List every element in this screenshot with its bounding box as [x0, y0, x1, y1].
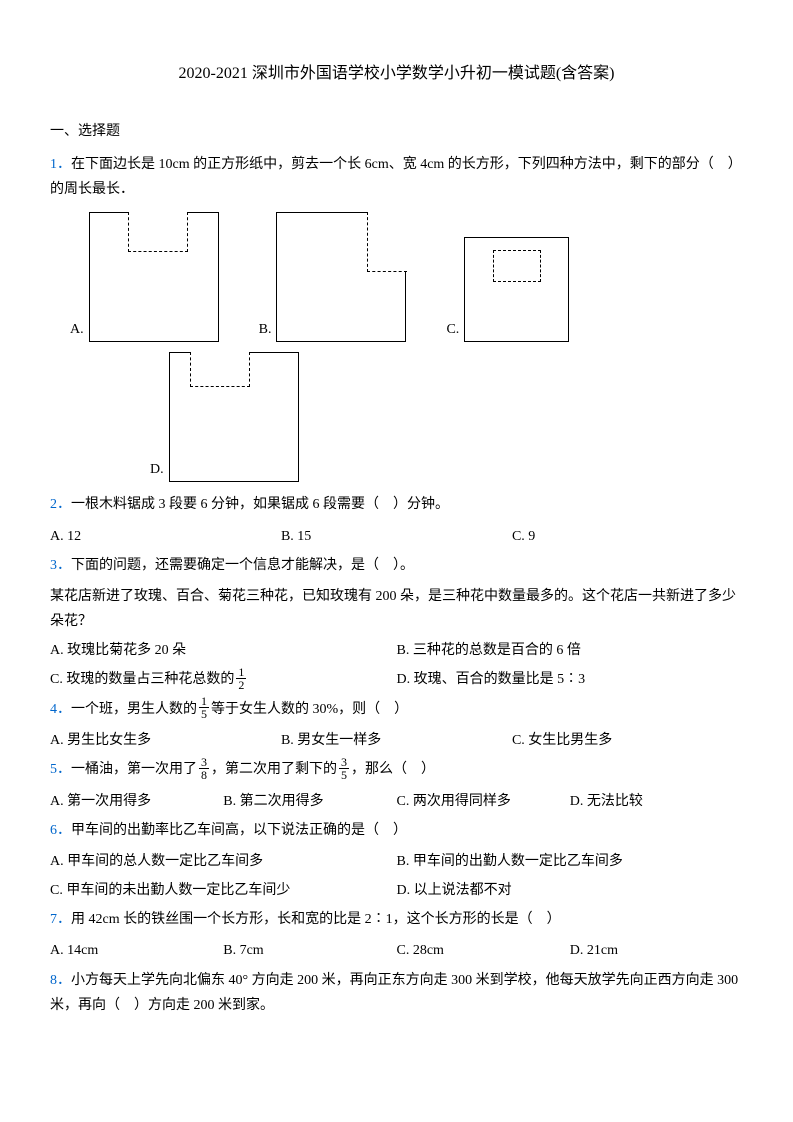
question-8: 8．小方每天上学先向北偏东 40° 方向走 200 米，再向正东方向走 300 …: [50, 968, 743, 1018]
figure-c-box: [464, 237, 569, 342]
figure-b-box: [276, 212, 406, 342]
q5-fraction1: 38: [199, 756, 209, 781]
q3-opt-b: B. 三种花的总数是百合的 6 倍: [397, 638, 744, 663]
q5-text-mid: ，第二次用了剩下的: [211, 762, 337, 777]
q3-text: 下面的问题，还需要确定一个信息才能解决，是（ ）。: [71, 558, 414, 573]
figure-d-cut: [190, 352, 250, 387]
q3-frac-den: 2: [236, 679, 246, 691]
question-4: 4．一个班，男生人数的15等于女生人数的 30%，则（ ）: [50, 697, 743, 722]
q2-text: 一根木料锯成 3 段要 6 分钟，如果锯成 6 段需要（ ）分钟。: [71, 497, 449, 512]
q4-options: A. 男生比女生多 B. 男女生一样多 C. 女生比男生多: [50, 728, 743, 753]
q7-opt-a: A. 14cm: [50, 938, 223, 963]
q6-opt-a: A. 甲车间的总人数一定比乙车间多: [50, 849, 397, 874]
q5-text-suffix: ，那么（ ）: [351, 762, 435, 777]
q3-opt-c-prefix: C. 玫瑰的数量占三种花总数的: [50, 672, 234, 687]
q5-opt-b: B. 第二次用得多: [223, 789, 396, 814]
q7-opt-c: C. 28cm: [397, 938, 570, 963]
q6-options-row1: A. 甲车间的总人数一定比乙车间多 B. 甲车间的出勤人数一定比乙车间多: [50, 849, 743, 874]
figure-b-label: B.: [259, 317, 272, 342]
section-heading-1: 一、选择题: [50, 119, 743, 144]
q1-number: 1．: [50, 157, 71, 172]
q1-figures-row2: D.: [150, 352, 743, 482]
q2-opt-a: A. 12: [50, 524, 281, 549]
question-3: 3．下面的问题，还需要确定一个信息才能解决，是（ ）。: [50, 553, 743, 578]
q5-options: A. 第一次用得多 B. 第二次用得多 C. 两次用得同样多 D. 无法比较: [50, 789, 743, 814]
q8-number: 8．: [50, 973, 71, 988]
q7-number: 7．: [50, 912, 71, 927]
q6-opt-c: C. 甲车间的未出勤人数一定比乙车间少: [50, 878, 397, 903]
question-1: 1．在下面边长是 10cm 的正方形纸中，剪去一个长 6cm、宽 4cm 的长方…: [50, 152, 743, 202]
figure-c-label: C.: [446, 317, 459, 342]
q4-text-prefix: 一个班，男生人数的: [71, 702, 197, 717]
q3-options-row1: A. 玫瑰比菊花多 20 朵 B. 三种花的总数是百合的 6 倍: [50, 638, 743, 663]
q5-frac2-num: 3: [339, 756, 349, 769]
figure-a-cut: [128, 212, 188, 252]
q2-opt-b: B. 15: [281, 524, 512, 549]
page-title: 2020-2021 深圳市外国语学校小学数学小升初一模试题(含答案): [50, 60, 743, 89]
q5-text-prefix: 一桶油，第一次用了: [71, 762, 197, 777]
figure-a-label: A.: [70, 317, 84, 342]
q5-number: 5．: [50, 762, 71, 777]
q3-context: 某花店新进了玫瑰、百合、菊花三种花，已知玫瑰有 200 朵，是三种花中数量最多的…: [50, 584, 743, 634]
q7-opt-d: D. 21cm: [570, 938, 743, 963]
q6-options-row2: C. 甲车间的未出勤人数一定比乙车间少 D. 以上说法都不对: [50, 878, 743, 903]
q3-opt-a: A. 玫瑰比菊花多 20 朵: [50, 638, 397, 663]
q3-opt-d: D. 玫瑰、百合的数量比是 5∶3: [397, 667, 744, 692]
q3-number: 3．: [50, 558, 71, 573]
question-7: 7．用 42cm 长的铁丝围一个长方形，长和宽的比是 2∶1，这个长方形的长是（…: [50, 907, 743, 932]
figure-b-cut: [367, 212, 407, 272]
q5-opt-c: C. 两次用得同样多: [397, 789, 570, 814]
q4-frac-den: 5: [199, 708, 209, 720]
q2-number: 2．: [50, 497, 71, 512]
q5-opt-d: D. 无法比较: [570, 789, 743, 814]
question-2: 2．一根木料锯成 3 段要 6 分钟，如果锯成 6 段需要（ ）分钟。: [50, 492, 743, 517]
figure-a-item: A.: [70, 212, 219, 342]
q6-opt-b: B. 甲车间的出勤人数一定比乙车间多: [397, 849, 744, 874]
q4-opt-a: A. 男生比女生多: [50, 728, 281, 753]
q4-fraction: 15: [199, 695, 209, 720]
q1-figures-row1: A. B. C.: [70, 212, 743, 342]
q4-opt-b: B. 男女生一样多: [281, 728, 512, 753]
q3-opt-c: C. 玫瑰的数量占三种花总数的12: [50, 667, 397, 692]
figure-c-cut: [493, 250, 541, 282]
figure-b-item: B.: [259, 212, 407, 342]
figure-d-box: [169, 352, 299, 482]
q5-frac1-num: 3: [199, 756, 209, 769]
q7-text: 用 42cm 长的铁丝围一个长方形，长和宽的比是 2∶1，这个长方形的长是（ ）: [71, 912, 561, 927]
figure-c-item: C.: [446, 237, 569, 342]
figure-d-label: D.: [150, 457, 164, 482]
q5-opt-a: A. 第一次用得多: [50, 789, 223, 814]
q5-frac2-den: 5: [339, 769, 349, 781]
q8-text: 小方每天上学先向北偏东 40° 方向走 200 米，再向正东方向走 300 米到…: [50, 973, 738, 1013]
q5-fraction2: 35: [339, 756, 349, 781]
q5-frac1-den: 8: [199, 769, 209, 781]
q7-options: A. 14cm B. 7cm C. 28cm D. 21cm: [50, 938, 743, 963]
q2-options: A. 12 B. 15 C. 9: [50, 524, 743, 549]
q3-fraction: 12: [236, 666, 246, 691]
q4-text-suffix: 等于女生人数的 30%，则（ ）: [211, 702, 408, 717]
q6-opt-d: D. 以上说法都不对: [397, 878, 744, 903]
question-6: 6．甲车间的出勤率比乙车间高，以下说法正确的是（ ）: [50, 818, 743, 843]
q4-opt-c: C. 女生比男生多: [512, 728, 743, 753]
figure-a-box: [89, 212, 219, 342]
q7-opt-b: B. 7cm: [223, 938, 396, 963]
figure-d-item: D.: [150, 352, 299, 482]
q2-opt-c: C. 9: [512, 524, 743, 549]
q6-text: 甲车间的出勤率比乙车间高，以下说法正确的是（ ）: [71, 823, 407, 838]
q6-number: 6．: [50, 823, 71, 838]
q4-number: 4．: [50, 702, 71, 717]
question-5: 5．一桶油，第一次用了38，第二次用了剩下的35，那么（ ）: [50, 757, 743, 782]
q3-frac-num: 1: [236, 666, 246, 679]
q1-text: 在下面边长是 10cm 的正方形纸中，剪去一个长 6cm、宽 4cm 的长方形，…: [50, 157, 742, 197]
q3-options-row2: C. 玫瑰的数量占三种花总数的12 D. 玫瑰、百合的数量比是 5∶3: [50, 667, 743, 692]
